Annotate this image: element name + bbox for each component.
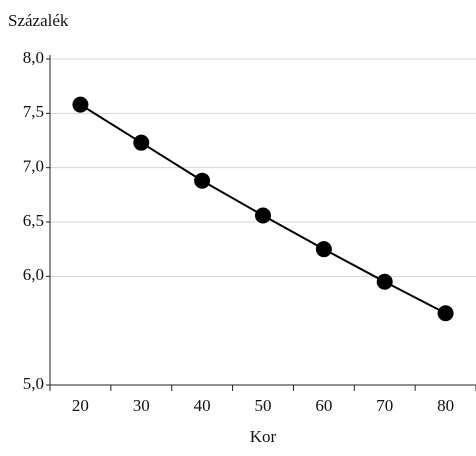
marker — [437, 305, 454, 322]
y-axis-label: Százalék — [8, 11, 69, 30]
y-tick-label: 6,5 — [23, 211, 44, 230]
y-tick-label: 8,0 — [23, 48, 44, 67]
x-tick-label: 50 — [255, 396, 272, 415]
x-axis-label: Kor — [250, 427, 277, 446]
marker — [133, 134, 150, 151]
y-tick-label: 6,0 — [23, 265, 44, 284]
x-tick-label: 30 — [133, 396, 150, 415]
x-tick-label: 70 — [376, 396, 393, 415]
y-tick-label: 5,0 — [23, 374, 44, 393]
y-tick-label: 7,0 — [23, 157, 44, 176]
marker — [255, 207, 271, 224]
y-tick-label: 7,5 — [23, 102, 44, 121]
marker — [72, 96, 89, 113]
x-tick-label: 40 — [194, 396, 211, 415]
marker — [376, 273, 393, 290]
x-tick-label: 20 — [72, 396, 89, 415]
x-tick-label: 60 — [315, 396, 332, 415]
marker — [194, 172, 211, 189]
x-tick-label: 80 — [437, 396, 454, 415]
marker — [315, 241, 332, 258]
